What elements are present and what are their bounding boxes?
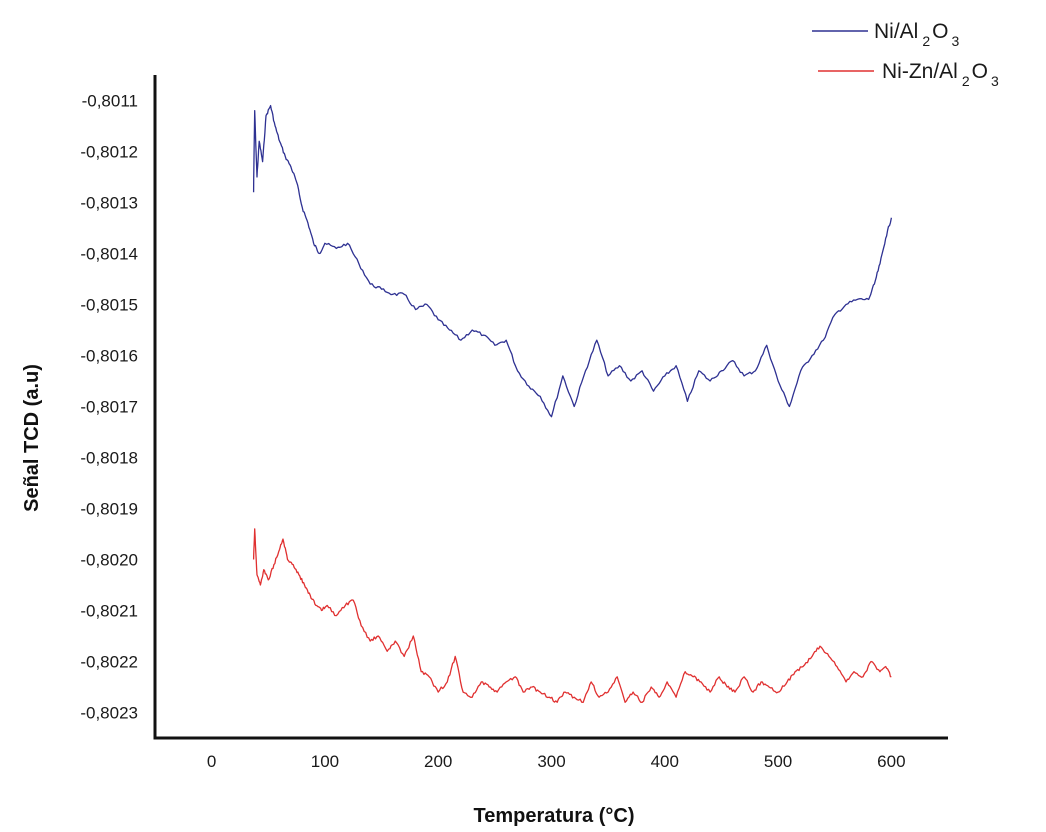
y-tick-label: -0,8017 — [80, 398, 138, 417]
y-tick-label: -0,8023 — [80, 704, 138, 723]
legend-label-1: Ni/Al 2O 3 — [874, 20, 959, 49]
axes — [153, 75, 948, 740]
y-tick-label: -0,8022 — [80, 653, 138, 672]
y-tick-label: -0,8020 — [80, 551, 138, 570]
legend: Ni/Al 2O 3 Ni-Zn/Al 2O 3 — [812, 20, 999, 89]
x-tick-label: 100 — [311, 752, 339, 771]
x-tick-label: 300 — [537, 752, 565, 771]
x-tick-label: 500 — [764, 752, 792, 771]
series-line-1 — [252, 104, 893, 418]
y-axis-title: Señal TCD (a.u) — [21, 364, 43, 512]
y-tick-label: -0,8019 — [80, 500, 138, 519]
y-tick-label: -0,8014 — [80, 245, 138, 264]
x-tick-label: 400 — [651, 752, 679, 771]
x-tick-label: 0 — [207, 752, 216, 771]
x-axis-title: Temperatura (°C) — [474, 805, 635, 827]
y-tick-label: -0,8016 — [80, 347, 138, 366]
y-tick-label: -0,8021 — [80, 602, 138, 621]
x-tick-label: 200 — [424, 752, 452, 771]
plot-lines — [252, 104, 893, 703]
y-tick-labels: -0,8011 -0,8012 -0,8013 -0,8014 -0,8015 -0,80… — [80, 92, 138, 723]
y-tick-label: -0,8013 — [80, 194, 138, 213]
y-tick-label: -0,8018 — [80, 449, 138, 468]
x-tick-label: 600 — [877, 752, 905, 771]
series-line-2 — [252, 528, 892, 703]
y-tick-label: -0,8012 — [80, 143, 138, 162]
x-tick-labels: 0 100 200 300 400 500 600 — [207, 752, 906, 771]
y-tick-label: -0,8011 — [82, 92, 138, 111]
y-tick-label: -0,8015 — [80, 296, 138, 315]
legend-label-2: Ni-Zn/Al 2O 3 — [882, 60, 999, 89]
